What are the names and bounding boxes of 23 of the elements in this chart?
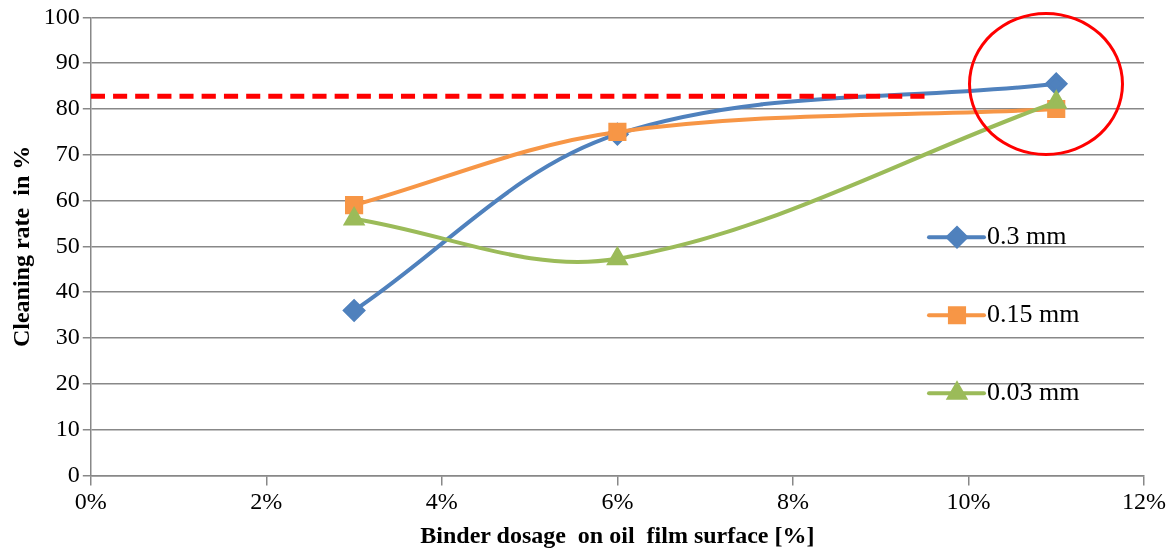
y-tick-label: 10 (55, 414, 80, 441)
y-tick-label: 100 (43, 2, 80, 29)
x-tick-label: 4% (425, 488, 458, 515)
legend-label: 0.15 mm (987, 299, 1080, 329)
x-tick-label: 8% (776, 488, 809, 515)
x-tick-label: 0% (74, 488, 107, 515)
x-axis-title: Binder dosage on oil film surface [%] (420, 521, 815, 548)
y-tick-label: 0 (67, 460, 80, 487)
legend-label: 0.3 mm (987, 221, 1067, 251)
x-tick-label: 6% (601, 488, 634, 515)
x-tick-label: 2% (250, 488, 283, 515)
legend-label: 0.03 mm (987, 377, 1080, 407)
y-tick-label: 50 (55, 231, 80, 258)
y-tick-label: 80 (55, 94, 80, 121)
x-tick-label: 12% (1122, 488, 1166, 515)
x-tick-label: 10% (946, 488, 991, 515)
y-tick-label: 70 (55, 140, 80, 167)
y-tick-label: 40 (55, 277, 80, 304)
y-tick-label: 20 (55, 369, 80, 396)
y-tick-label: 90 (55, 48, 80, 75)
y-tick-label: 30 (55, 323, 80, 350)
y-axis-title: Cleaning rate in % (7, 145, 34, 348)
y-tick-label: 60 (55, 185, 80, 212)
